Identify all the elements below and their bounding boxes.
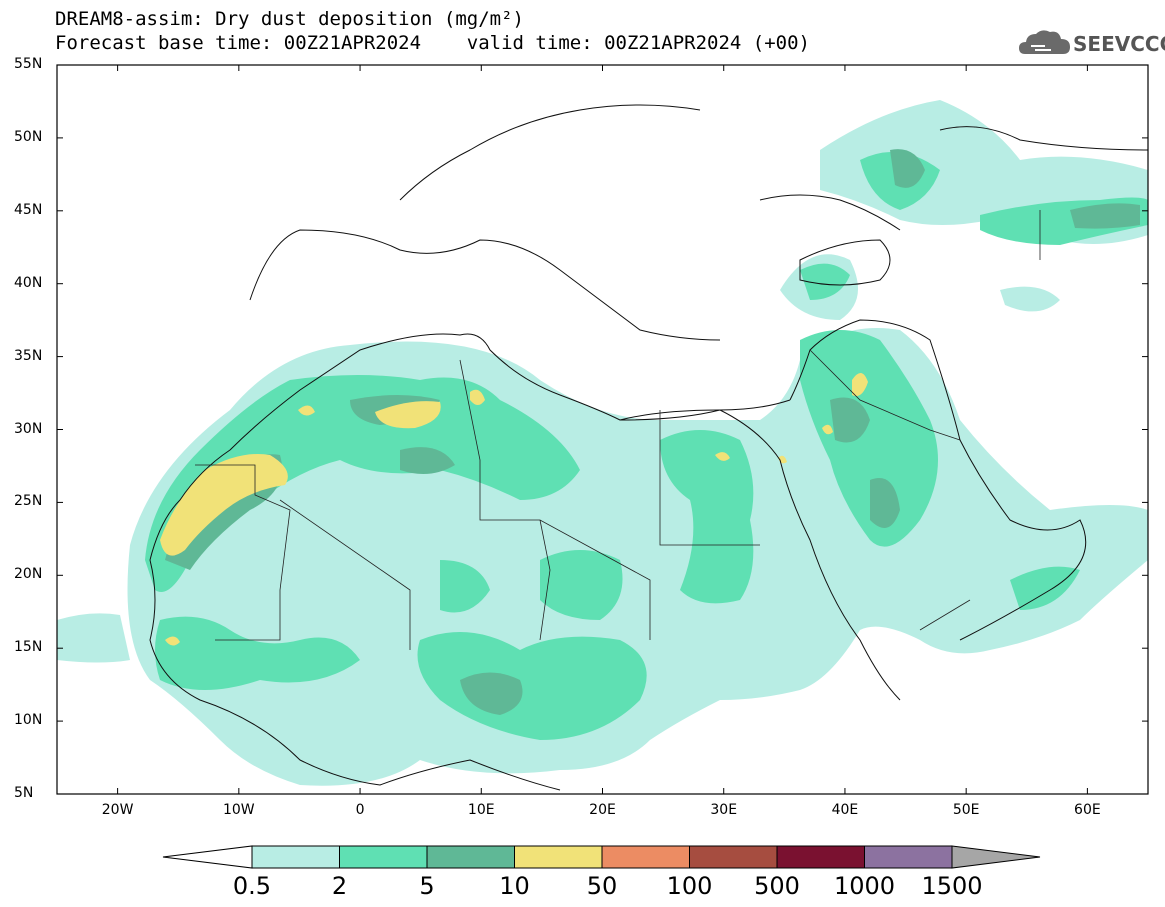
logo-text: SEEVCCC bbox=[1073, 32, 1165, 56]
lat-label: 10N bbox=[14, 712, 43, 729]
colorbar-swatch bbox=[426, 845, 515, 869]
lon-label: 40E bbox=[831, 802, 859, 818]
dust-level-10 bbox=[160, 372, 868, 646]
colorbar-under-triangle bbox=[162, 845, 253, 869]
forecast-time-line: Forecast base time: 00Z21APR2024 valid t… bbox=[55, 32, 810, 54]
lon-label: 10E bbox=[467, 802, 495, 818]
lat-label: 50N bbox=[14, 128, 43, 145]
colorbar-level-label: 1500 bbox=[921, 872, 983, 900]
colorbar-swatch bbox=[514, 845, 603, 869]
lon-label: 30E bbox=[710, 802, 738, 818]
colorbar-swatch bbox=[339, 845, 428, 869]
coastlines bbox=[149, 104, 1148, 791]
lon-label: 0 bbox=[355, 802, 365, 818]
dust-level-2 bbox=[145, 152, 1148, 740]
lon-label: 10W bbox=[222, 802, 255, 818]
colorbar-level-label: 1000 bbox=[833, 872, 896, 900]
colorbar-swatch bbox=[251, 845, 340, 869]
colorbar-level-label: 50 bbox=[586, 872, 618, 900]
lon-label: 60E bbox=[1074, 802, 1101, 818]
colorbar-over-triangle bbox=[951, 845, 1041, 869]
colorbar-swatch bbox=[601, 845, 690, 869]
colorbar-level-label: 100 bbox=[666, 872, 713, 900]
lat-label: 35N bbox=[14, 347, 43, 364]
lat-label: 40N bbox=[14, 274, 43, 291]
country-borders bbox=[195, 210, 1041, 650]
colorbar-swatch bbox=[776, 845, 865, 869]
seevccc-logo: SEEVCCC bbox=[1017, 24, 1165, 60]
colorbar-level-label: 2 bbox=[331, 872, 348, 900]
colorbar-level-label: 10 bbox=[499, 872, 530, 900]
lat-label: 20N bbox=[14, 566, 43, 583]
axis-ticks bbox=[57, 64, 1148, 795]
lat-label: 45N bbox=[14, 201, 43, 218]
lon-label: 20E bbox=[589, 802, 616, 818]
colorbar-level-label: 500 bbox=[754, 872, 800, 900]
lat-label: 15N bbox=[14, 639, 43, 656]
lat-label: 5N bbox=[14, 785, 34, 801]
dust-fields bbox=[57, 100, 1148, 791]
colorbar-swatch bbox=[689, 845, 778, 869]
cloud-icon bbox=[1019, 30, 1070, 54]
colorbar-level-label: 5 bbox=[419, 872, 435, 900]
lat-label: 25N bbox=[14, 493, 43, 510]
colorbar-swatch bbox=[864, 845, 953, 869]
colorbar bbox=[162, 845, 1041, 869]
map-title: DREAM8-assim: Dry dust deposition (mg/m²… bbox=[55, 8, 524, 30]
lat-label: 55N bbox=[14, 56, 43, 72]
lon-label: 20W bbox=[101, 802, 134, 818]
lat-label: 30N bbox=[14, 420, 43, 437]
lon-label: 50E bbox=[952, 802, 980, 818]
colorbar-level-label: 0.5 bbox=[232, 872, 272, 900]
